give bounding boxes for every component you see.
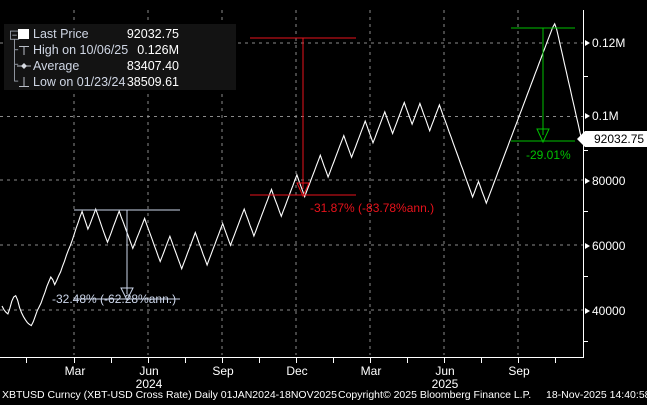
x-axis-label-jun-2025: Jun xyxy=(435,364,455,378)
legend-row-average[interactable]: Average 83407.40 xyxy=(4,58,236,74)
footer-security-description: XBTUSD Curncy (XBT-USD Cross Rate) Daily… xyxy=(2,389,337,401)
legend-value-last-price: 92032.75 xyxy=(126,27,179,41)
footer-copyright: Copyright© 2025 Bloomberg Finance L.P. xyxy=(338,389,532,401)
annotation-drawdown-2025q1 xyxy=(250,37,356,198)
x-tick-2 xyxy=(111,358,112,363)
y-axis-line xyxy=(583,10,584,358)
legend-label-average: Average xyxy=(33,59,80,73)
x-tick-12 xyxy=(481,358,482,363)
footer-timestamp: 18-Nov-2025 14:40:58 xyxy=(546,389,647,401)
y-tick-arrow-0.1M xyxy=(585,113,590,119)
legend-value-average: 83407.40 xyxy=(126,59,179,73)
y-axis-label-0: 0.12M xyxy=(592,36,626,50)
y-tick-minor-2 xyxy=(584,150,588,151)
x-axis-line xyxy=(0,357,584,358)
legend-value-high: 0.126M xyxy=(137,43,179,57)
x-axis-label-jun-2024: Jun xyxy=(139,364,159,378)
y-tick-minor-5 xyxy=(584,341,588,342)
y-tick-minor-1 xyxy=(584,76,588,77)
x-tick-7 xyxy=(296,358,297,363)
y-tick-arrow-80000 xyxy=(585,178,590,184)
last-price-tag: 92032.75 xyxy=(576,131,647,147)
x-tick-8 xyxy=(333,358,334,363)
annotation-label-drawdown-2025q1: -31.87% (-83.78%ann.) xyxy=(310,201,435,215)
legend-label-high: High on 10/06/25 xyxy=(33,43,129,57)
horizontal-gridlines xyxy=(0,42,583,311)
y-axis-label-3: 60000 xyxy=(592,239,626,253)
white-square-marker-icon xyxy=(18,29,29,39)
y-tick-arrow-60000 xyxy=(585,243,590,249)
high-tee-marker-icon xyxy=(19,46,29,55)
y-axis-label-4: 40000 xyxy=(592,304,626,318)
legend-row-low[interactable]: Low on 01/23/24 38509.61 xyxy=(4,74,236,90)
x-tick-11 xyxy=(444,358,445,363)
y-tick-minor-3 xyxy=(584,211,588,212)
chart-legend[interactable]: Last Price 92032.75 High on 10/06/25 0.1… xyxy=(4,24,236,90)
x-tick-5 xyxy=(222,358,223,363)
y-tick-arrow-0.12M xyxy=(585,40,590,46)
annotation-label-drawdown-2025q4: -29.01% xyxy=(526,148,571,162)
low-tee-marker-icon xyxy=(19,77,29,87)
chart-footer: XBTUSD Curncy (XBT-USD Cross Rate) Daily… xyxy=(0,388,647,402)
annotation-drawdown-2024 xyxy=(74,209,180,302)
price-line xyxy=(1,22,583,327)
x-tick-6 xyxy=(259,358,260,363)
chart-plot-area[interactable] xyxy=(0,10,583,355)
legend-row-last-price[interactable]: Last Price 92032.75 xyxy=(4,26,236,42)
x-tick-0 xyxy=(26,358,27,363)
y-axis-label-2: 80000 xyxy=(592,174,626,188)
legend-row-high[interactable]: High on 10/06/25 0.126M xyxy=(4,42,236,58)
x-axis-label-mar-2025: Mar xyxy=(360,364,382,378)
x-tick-10 xyxy=(407,358,408,363)
x-axis-year-2024: 2024 xyxy=(135,377,163,391)
y-axis-label-1: 0.1M xyxy=(592,109,619,123)
x-tick-4 xyxy=(185,358,186,363)
x-axis-label-dec-2024: Dec xyxy=(286,364,308,378)
annotation-label-drawdown-2024: -32.48% (-62.28%ann.) xyxy=(52,292,177,306)
x-tick-13 xyxy=(518,358,519,363)
x-tick-3 xyxy=(148,358,149,363)
x-axis-label-sep-2024: Sep xyxy=(212,364,234,378)
y-tick-arrow-40000 xyxy=(585,308,590,314)
x-axis-label-sep-2025: Sep xyxy=(508,364,530,378)
price-chart-svg xyxy=(0,10,583,355)
annotation-drawdown-2025q4 xyxy=(511,27,575,144)
x-axis-year-2025: 2025 xyxy=(431,377,459,391)
x-tick-9 xyxy=(370,358,371,363)
x-tick-1 xyxy=(74,358,75,363)
legend-value-low: 38509.61 xyxy=(126,75,179,89)
legend-label-last-price: Last Price xyxy=(33,27,89,41)
legend-label-low: Low on 01/23/24 xyxy=(33,75,126,89)
y-tick-minor-4 xyxy=(584,276,588,277)
x-axis-label-mar-2024: Mar xyxy=(64,364,86,378)
average-diamond-marker-icon xyxy=(17,63,31,69)
x-tick-14 xyxy=(555,358,556,363)
